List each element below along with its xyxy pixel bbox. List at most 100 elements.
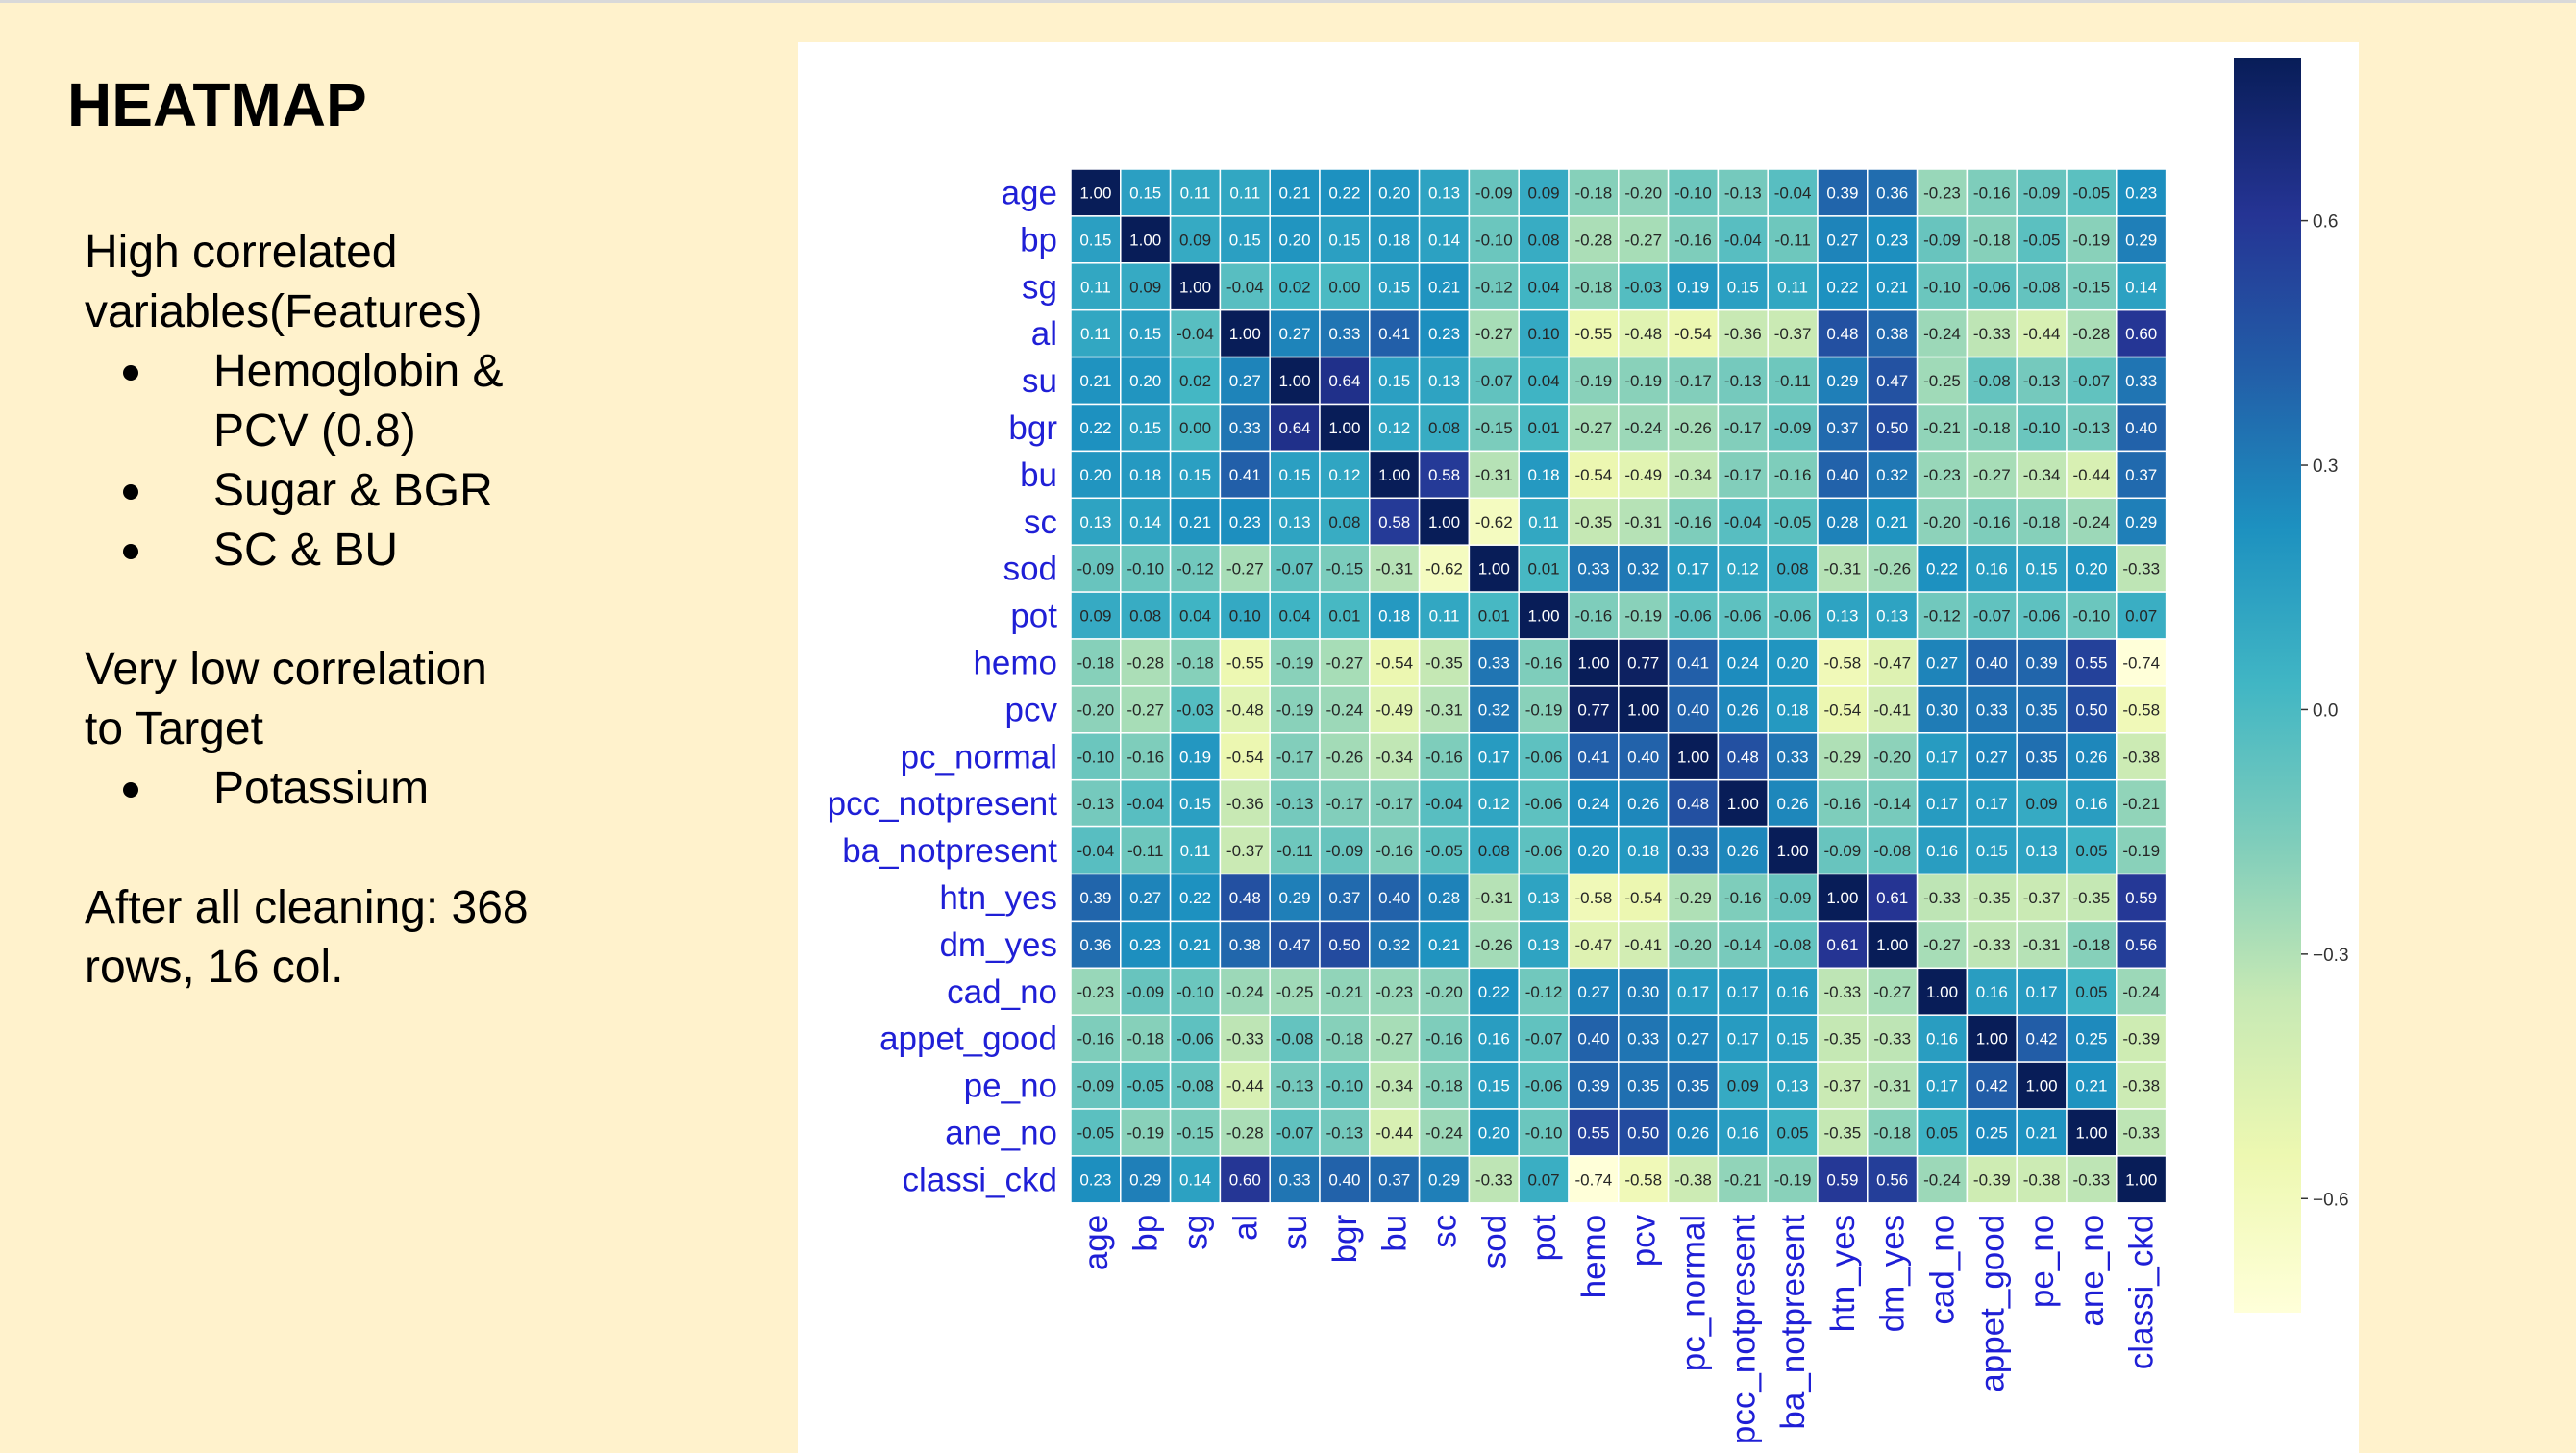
cell-value-label: 0.15 xyxy=(1279,466,1311,484)
list-item: Hemoglobin & PCV (0.8) xyxy=(85,342,623,461)
heatmap-cell xyxy=(1070,638,1122,687)
heatmap-cell xyxy=(2116,778,2167,828)
cell-value-label: 0.41 xyxy=(1677,653,1709,672)
cell-value-label: -0.31 xyxy=(1624,513,1662,531)
heatmap-cell xyxy=(1966,450,2018,500)
cell-value-label: -0.09 xyxy=(1077,560,1115,579)
heatmap-cell xyxy=(1817,685,1869,734)
cell-value-label: 0.32 xyxy=(1876,466,1908,484)
cell-value-label: -0.20 xyxy=(1873,748,1911,766)
row-label: dm_yes xyxy=(939,926,1057,964)
cell-value-label: -0.16 xyxy=(1674,231,1712,249)
cell-value-label: 0.35 xyxy=(2026,701,2058,719)
cell-value-label: 0.30 xyxy=(1627,983,1659,1001)
column-label: al xyxy=(1226,1215,1264,1241)
cell-value-label: 0.10 xyxy=(1229,607,1261,626)
heatmap-cell xyxy=(1120,825,1172,875)
cell-value-label: -0.05 xyxy=(1127,1077,1164,1096)
cell-value-label: 0.16 xyxy=(1926,1030,1958,1048)
cell-value-label: -0.14 xyxy=(1724,936,1762,954)
heatmap-cell xyxy=(2016,1014,2068,1063)
cell-value-label: -0.35 xyxy=(1824,1123,1862,1142)
cell-value-label: -0.39 xyxy=(1973,1170,2011,1189)
cell-value-label: 0.17 xyxy=(1926,1077,1958,1096)
heatmap-cell xyxy=(1518,168,1570,217)
cell-value-label: -0.38 xyxy=(2122,1077,2160,1096)
heatmap-cell xyxy=(1667,450,1720,500)
cell-value-label: 0.15 xyxy=(1179,466,1211,484)
cell-value-label: -0.19 xyxy=(1774,1170,1812,1189)
cell-value-label: -0.25 xyxy=(1923,372,1961,390)
heatmap-cell xyxy=(1717,638,1769,687)
bullet-icon xyxy=(123,544,138,559)
heatmap-cell xyxy=(1070,967,1122,1016)
cell-value-label: -0.07 xyxy=(1525,1030,1563,1048)
cell-value-label: -0.38 xyxy=(2023,1170,2061,1189)
cell-value-label: 0.01 xyxy=(1528,560,1560,579)
heatmap-cell xyxy=(1767,1061,1819,1110)
high-correlation-list: Hemoglobin & PCV (0.8) Sugar & BGR SC & B… xyxy=(85,342,623,580)
cell-value-label: -0.10 xyxy=(1077,748,1115,766)
cell-value-label: -0.05 xyxy=(1077,1123,1115,1142)
cell-value-label: -0.19 xyxy=(1127,1123,1164,1142)
cell-value-label: 0.22 xyxy=(1079,419,1111,437)
heatmap-cell xyxy=(1817,308,1869,358)
heatmap-cell xyxy=(1518,873,1570,923)
cell-value-label: 0.21 xyxy=(1279,184,1311,202)
cell-value-label: -0.28 xyxy=(1127,653,1164,672)
cell-value-label: -0.58 xyxy=(1824,653,1862,672)
cell-value-label: 0.28 xyxy=(1826,513,1858,531)
cell-value-label: -0.24 xyxy=(1326,701,1364,719)
cell-value-label: -0.10 xyxy=(1127,560,1164,579)
cell-value-label: -0.34 xyxy=(1375,1077,1413,1096)
cell-value-label: -0.18 xyxy=(1326,1030,1364,1048)
cell-value-label: -0.16 xyxy=(1127,748,1164,766)
heatmap-cell xyxy=(1817,356,1869,406)
cell-value-label: 0.18 xyxy=(1528,466,1560,484)
bullet-icon xyxy=(123,782,138,798)
cell-value-label: 0.08 xyxy=(1528,231,1560,249)
heatmap-cell xyxy=(1418,638,1471,687)
row-label: pot xyxy=(1010,598,1057,635)
cell-value-label: -0.10 xyxy=(1326,1077,1364,1096)
cell-value-label: -0.13 xyxy=(2073,419,2111,437)
cell-value-label: -0.04 xyxy=(1425,795,1463,813)
cell-value-label: -0.24 xyxy=(1624,419,1662,437)
cell-value-label: -0.27 xyxy=(1226,560,1264,579)
heatmap-cell xyxy=(1169,262,1222,311)
cell-value-label: 1.00 xyxy=(2125,1170,2157,1189)
cell-value-label: -0.11 xyxy=(1774,372,1811,390)
heatmap-cell xyxy=(2116,685,2167,734)
heatmap-cell xyxy=(1518,1155,1570,1204)
spacer xyxy=(85,580,623,640)
cell-value-label: -0.09 xyxy=(1127,983,1164,1001)
heatmap-cell xyxy=(1717,732,1769,781)
cell-value-label: -0.33 xyxy=(1923,889,1961,907)
cell-value-label: 0.37 xyxy=(1826,419,1858,437)
cell-value-label: 0.23 xyxy=(1229,513,1261,531)
cell-value-label: 0.11 xyxy=(1180,842,1211,860)
cell-value-label: -0.27 xyxy=(1127,701,1164,719)
heatmap-cell xyxy=(1418,356,1471,406)
cell-value-label: 0.20 xyxy=(1129,372,1161,390)
cell-value-label: 0.27 xyxy=(1976,748,2008,766)
cell-value-label: -0.24 xyxy=(1923,1170,1961,1189)
cell-value-label: -0.08 xyxy=(1774,936,1812,954)
heatmap-cell xyxy=(1120,497,1172,546)
heatmap-cell xyxy=(2116,1061,2167,1110)
heatmap-cell xyxy=(1916,450,1969,500)
cell-value-label: -0.16 xyxy=(1575,607,1613,626)
low-correlation-list: Potassium xyxy=(85,759,623,819)
heatmap-cell xyxy=(1767,825,1819,875)
cell-value-label: 0.19 xyxy=(1179,748,1211,766)
cell-value-label: -0.19 xyxy=(1525,701,1563,719)
cell-value-label: -0.07 xyxy=(1973,607,2011,626)
heatmap-cell xyxy=(1120,732,1172,781)
cell-value-label: 0.04 xyxy=(1179,607,1211,626)
heatmap-cell xyxy=(1867,450,1919,500)
heatmap-cell xyxy=(1319,450,1371,500)
heatmap-cell xyxy=(1518,685,1570,734)
cell-value-label: -0.24 xyxy=(1226,983,1264,1001)
cell-value-label: -0.37 xyxy=(1774,325,1812,343)
heatmap-cell xyxy=(1667,1155,1720,1204)
